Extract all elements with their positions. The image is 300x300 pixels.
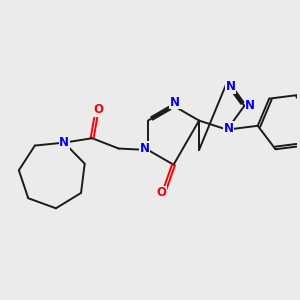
Text: O: O [157, 186, 167, 199]
Text: N: N [245, 99, 255, 112]
Text: N: N [170, 96, 180, 109]
Text: N: N [226, 80, 236, 93]
Text: N: N [224, 122, 233, 135]
Text: N: N [140, 142, 149, 155]
Text: N: N [59, 136, 69, 149]
Text: O: O [93, 103, 103, 116]
